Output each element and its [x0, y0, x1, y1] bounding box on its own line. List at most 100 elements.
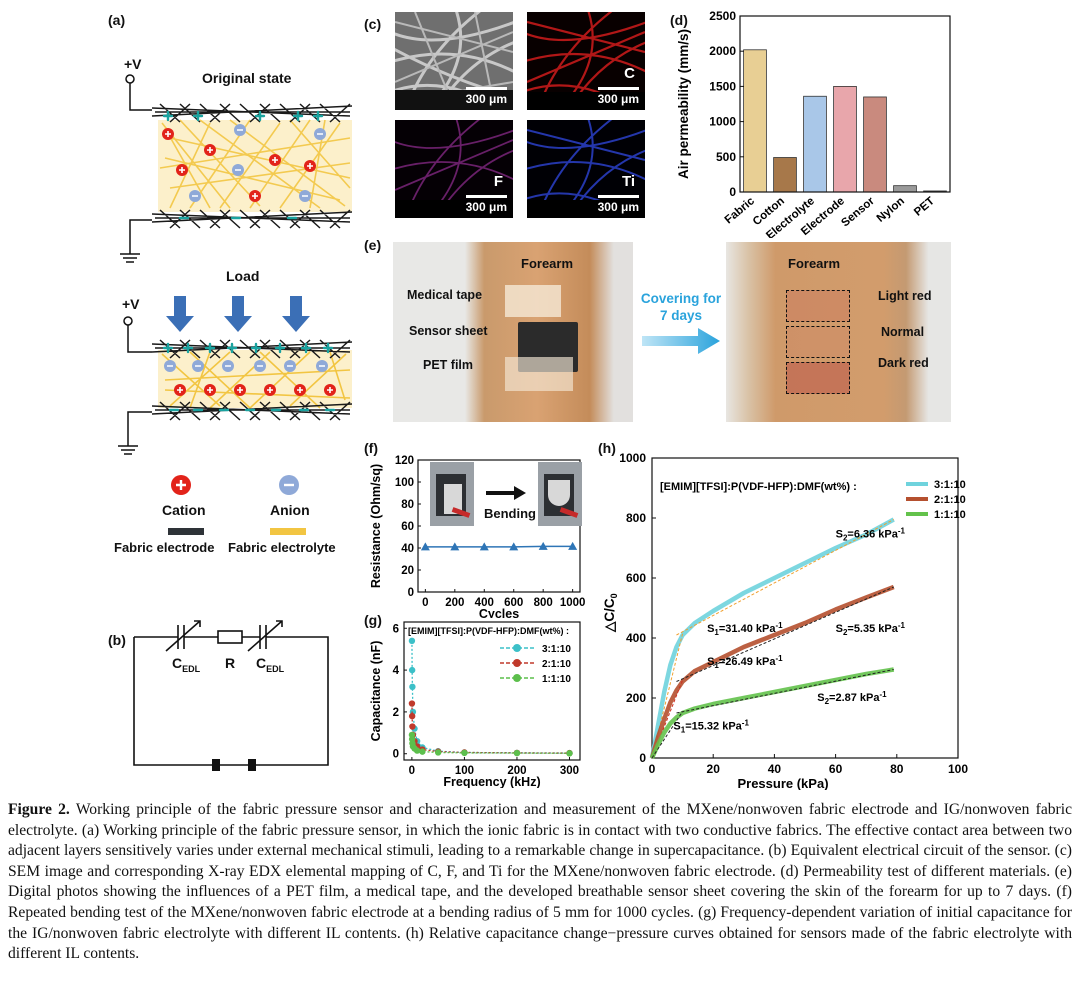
x-tick-label: 200 — [445, 597, 464, 609]
y-tick-label: 1000 — [619, 451, 646, 465]
data-point — [434, 749, 442, 756]
series-line-2:1:10 — [411, 703, 570, 754]
y-tick-label: 200 — [626, 691, 646, 705]
panel-a: +V Original state — [110, 40, 360, 580]
equivalent-circuit — [133, 620, 329, 771]
series-line-3:1:10 — [649, 517, 895, 759]
x-tick-label: 0 — [409, 765, 415, 777]
legend-marker — [513, 644, 521, 652]
x-tick-label: 60 — [829, 762, 843, 776]
dark-red-patch — [786, 362, 850, 394]
y-tick-label: 40 — [401, 543, 414, 555]
bar-electrolyte — [803, 95, 827, 193]
slope-annotation: S1=31.40 kPa-1 — [707, 621, 783, 637]
data-point — [513, 749, 521, 757]
y-tick-label: 2 — [393, 707, 399, 719]
y-tick-label: 2000 — [709, 44, 736, 58]
light-red-label: Light red — [878, 289, 932, 303]
legend-label: 1:1:10 — [934, 509, 966, 521]
slope-annotation: S2=2.87 kPa-1 — [817, 690, 887, 706]
data-point — [408, 666, 416, 674]
legend-label: 2:1:10 — [934, 494, 966, 506]
data-point — [461, 749, 468, 757]
y-tick-label: 60 — [401, 521, 414, 533]
slope-annotation: S1=15.32 kPa-1 — [673, 719, 749, 735]
sensor-sheet-label: Sensor sheet — [409, 324, 488, 338]
x-tick-label: Nylon — [875, 195, 907, 225]
chart-title: [EMIM][TFSI]:P(VDF-HFP):DMF(wt%) : — [660, 481, 857, 493]
legend-anion: Anion — [270, 502, 310, 518]
x-tick-label: 80 — [890, 762, 904, 776]
data-point — [509, 542, 519, 551]
y-tick-label: 4 — [393, 665, 400, 677]
pet-film — [505, 357, 573, 391]
fit-line-high — [676, 669, 894, 714]
y-tick-label: 500 — [716, 150, 736, 164]
y-tick-label: 1000 — [709, 115, 736, 129]
y-tick-label: 120 — [395, 455, 414, 467]
chart-bending: 0 20 40 60 80 100 120 0 200 400 600 800 1000 Cycles Re… — [369, 455, 586, 618]
y-axis-label: △C/C0 — [602, 593, 619, 633]
y-tick-label: 0 — [393, 749, 399, 761]
fit-line-low — [651, 711, 684, 759]
y-axis-label: Capacitance (nF) — [369, 641, 383, 742]
electrode-swatch — [168, 528, 204, 535]
bar-fabric — [743, 49, 767, 193]
medical-tape — [505, 285, 561, 317]
y-tick-label: 0 — [408, 587, 414, 599]
x-tick-label: 400 — [475, 597, 494, 609]
legend-label: 1:1:10 — [542, 674, 571, 685]
legend-label: 3:1:10 — [934, 479, 966, 491]
panel-label-a: (a) — [108, 12, 126, 28]
series-line — [425, 545, 573, 548]
covering-arrow-icon — [642, 328, 720, 354]
figure-caption: Figure 2. Working principle of the fabri… — [8, 800, 1072, 965]
x-tick-label: 200 — [507, 765, 526, 777]
slope-annotation: S2=5.35 kPa-1 — [836, 621, 906, 637]
electrolyte-swatch — [270, 528, 306, 535]
voltage-label-original: +V — [124, 56, 142, 72]
edx-map-f: F 300 μm — [395, 120, 513, 218]
load-arrows — [166, 296, 310, 332]
bar-nylon — [893, 185, 917, 193]
panel-label-c: (c) — [364, 16, 382, 32]
bar-electrode — [833, 86, 857, 193]
x-tick-label: 600 — [504, 597, 523, 609]
scale-bar-f: 300 μm — [465, 195, 507, 214]
legend-fabric-electrode: Fabric electrode — [114, 540, 215, 555]
data-point — [408, 637, 416, 645]
legend-marker — [513, 659, 521, 667]
panel-label-d: (d) — [670, 12, 688, 28]
panel-label-b: (b) — [108, 632, 126, 648]
cation-icon — [171, 475, 191, 495]
x-tick-label: 100 — [948, 762, 968, 776]
normal-label: Normal — [881, 325, 925, 339]
x-tick-label: 40 — [768, 762, 782, 776]
y-axis-label: Air permeability (mm/s) — [676, 29, 691, 179]
chart-title: [EMIM][TFSI]:P(VDF-HFP):DMF(wt%) : — [408, 626, 569, 636]
fit-line-high — [676, 519, 894, 636]
bending-photo-before — [430, 462, 474, 526]
y-tick-label: 400 — [626, 631, 646, 645]
chart-pressure-response: 0 200 400 600 800 1000 0 20 40 60 80 100 3:1:10 2:1:1… — [602, 451, 968, 790]
x-tick-label: 800 — [534, 597, 553, 609]
panel-label-g: (g) — [364, 612, 382, 628]
data-point — [420, 542, 430, 551]
slope-annotation: S1=26.49 kPa-1 — [707, 654, 783, 670]
load-title: Load — [226, 268, 260, 284]
y-tick-label: 6 — [393, 623, 399, 635]
panel-label-e: (e) — [364, 237, 382, 253]
data-point — [408, 700, 416, 707]
panel-label-h: (h) — [598, 440, 616, 456]
anion-icon — [279, 475, 299, 495]
light-red-patch — [786, 290, 850, 322]
plot-frame — [739, 15, 951, 193]
cation-ions — [162, 128, 316, 202]
x-tick-label: PET — [912, 195, 937, 219]
x-tick-label: 1000 — [560, 597, 586, 609]
x-axis-label: Frequency (kHz) — [443, 775, 540, 788]
legend-label: 2:1:10 — [542, 659, 571, 670]
forearm-photo-after: Forearm Light red Normal Dark red — [726, 242, 951, 422]
x-tick-label: Sensor — [839, 195, 877, 230]
c-edl-left-label: CEDL — [172, 655, 201, 674]
